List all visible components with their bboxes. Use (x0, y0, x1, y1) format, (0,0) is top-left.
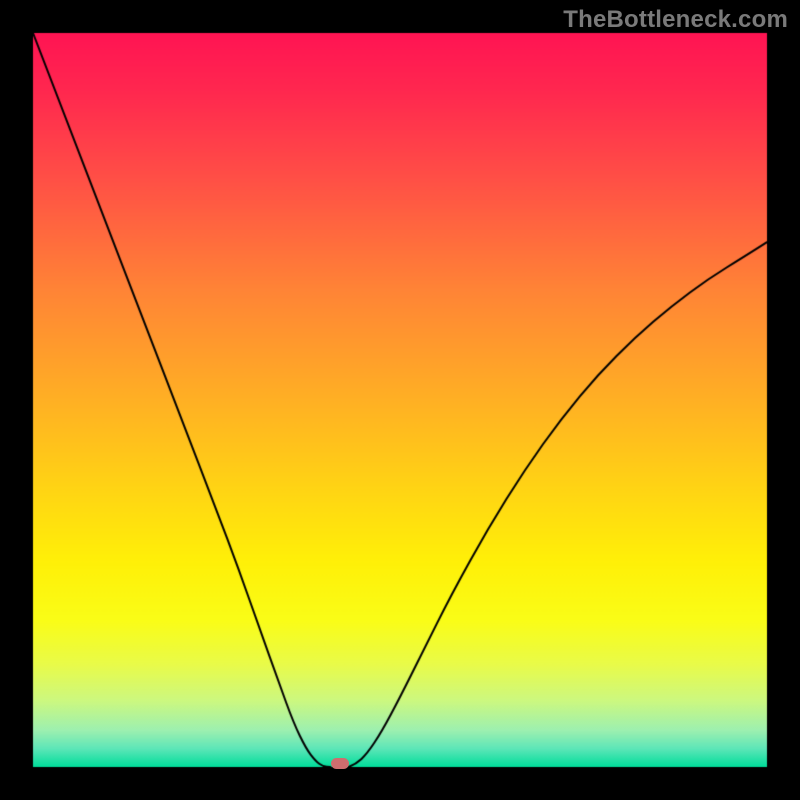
bottleneck-chart: TheBottleneck.com (0, 0, 800, 800)
chart-canvas (0, 0, 800, 800)
watermark-text: TheBottleneck.com (563, 6, 788, 34)
minimum-marker (331, 758, 349, 769)
